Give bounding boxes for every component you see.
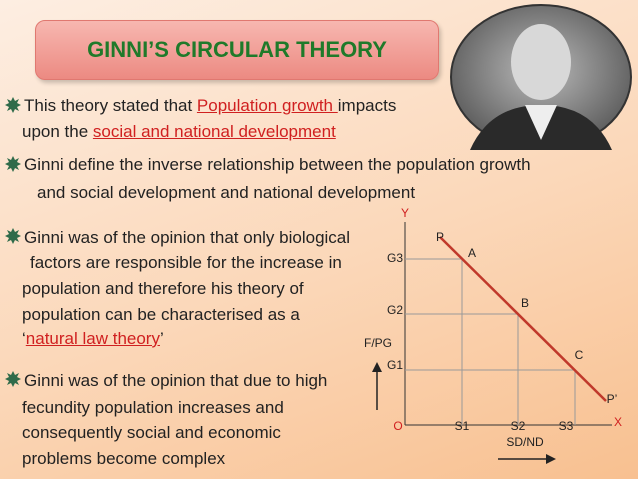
label: F/PG — [364, 336, 392, 350]
text: problems become complex — [22, 449, 226, 468]
title: GINNI’S CIRCULAR THEORY — [35, 20, 439, 80]
label: SD/ND — [506, 435, 544, 449]
text: ‘ — [22, 329, 26, 348]
label: B — [521, 296, 529, 310]
label: S2 — [511, 419, 526, 433]
label: P — [436, 230, 444, 244]
text: impacts — [337, 96, 397, 115]
text-line: problems become complex — [22, 449, 225, 469]
label: A — [468, 246, 476, 260]
text: upon the — [22, 122, 93, 141]
diagram: Y X O P P’ A B C G3 G2 G1 S1 S2 S3 F/PG … — [364, 206, 622, 464]
text-line: population can be characterised as a — [22, 305, 300, 325]
text: and social development and national deve… — [37, 183, 416, 202]
text: Ginni define the inverse relationship be… — [24, 155, 531, 174]
text-line: population and therefore his theory of — [22, 279, 304, 299]
guides — [405, 258, 576, 425]
text: consequently social and economic — [22, 423, 281, 442]
text: population can be characterised as a — [22, 305, 300, 324]
label: G1 — [387, 358, 403, 372]
text: ’ — [159, 329, 164, 348]
text-line: fecundity population increases and — [22, 398, 284, 418]
text: social and national development — [92, 122, 336, 141]
text-line: Ginni define the inverse relationship be… — [24, 155, 531, 175]
text-line: and social development and national deve… — [37, 183, 415, 203]
portrait — [450, 4, 632, 150]
text: Ginni was of the opinion that only biolo… — [24, 228, 351, 247]
text-line: This theory stated that Population growt… — [24, 96, 396, 116]
label: X — [614, 415, 622, 429]
label: P’ — [607, 392, 618, 406]
text: This theory stated that — [24, 96, 197, 115]
text: Population growth — [196, 96, 338, 115]
text-line: Ginni was of the opinion that only biolo… — [24, 228, 350, 248]
label: S1 — [455, 419, 470, 433]
text-line: upon the social and national development — [22, 122, 336, 142]
label: C — [575, 348, 584, 362]
curve — [439, 236, 607, 402]
bullet-markers — [5, 97, 21, 387]
label: Y — [401, 206, 409, 220]
label: S3 — [559, 419, 574, 433]
text: Ginni was of the opinion that due to hig… — [24, 371, 328, 390]
text-line: factors are responsible for the increase… — [30, 253, 342, 273]
text-line: ‘natural law theory’ — [22, 329, 164, 349]
label: O — [393, 419, 402, 433]
text-line: Ginni was of the opinion that due to hig… — [24, 371, 327, 391]
label: G2 — [387, 303, 403, 317]
text: fecundity population increases and — [22, 398, 284, 417]
text-line: consequently social and economic — [22, 423, 281, 443]
text: population and therefore his theory of — [22, 279, 304, 298]
label: G3 — [387, 251, 403, 265]
text: factors are responsible for the increase… — [30, 253, 342, 272]
text: natural law theory — [25, 329, 160, 348]
